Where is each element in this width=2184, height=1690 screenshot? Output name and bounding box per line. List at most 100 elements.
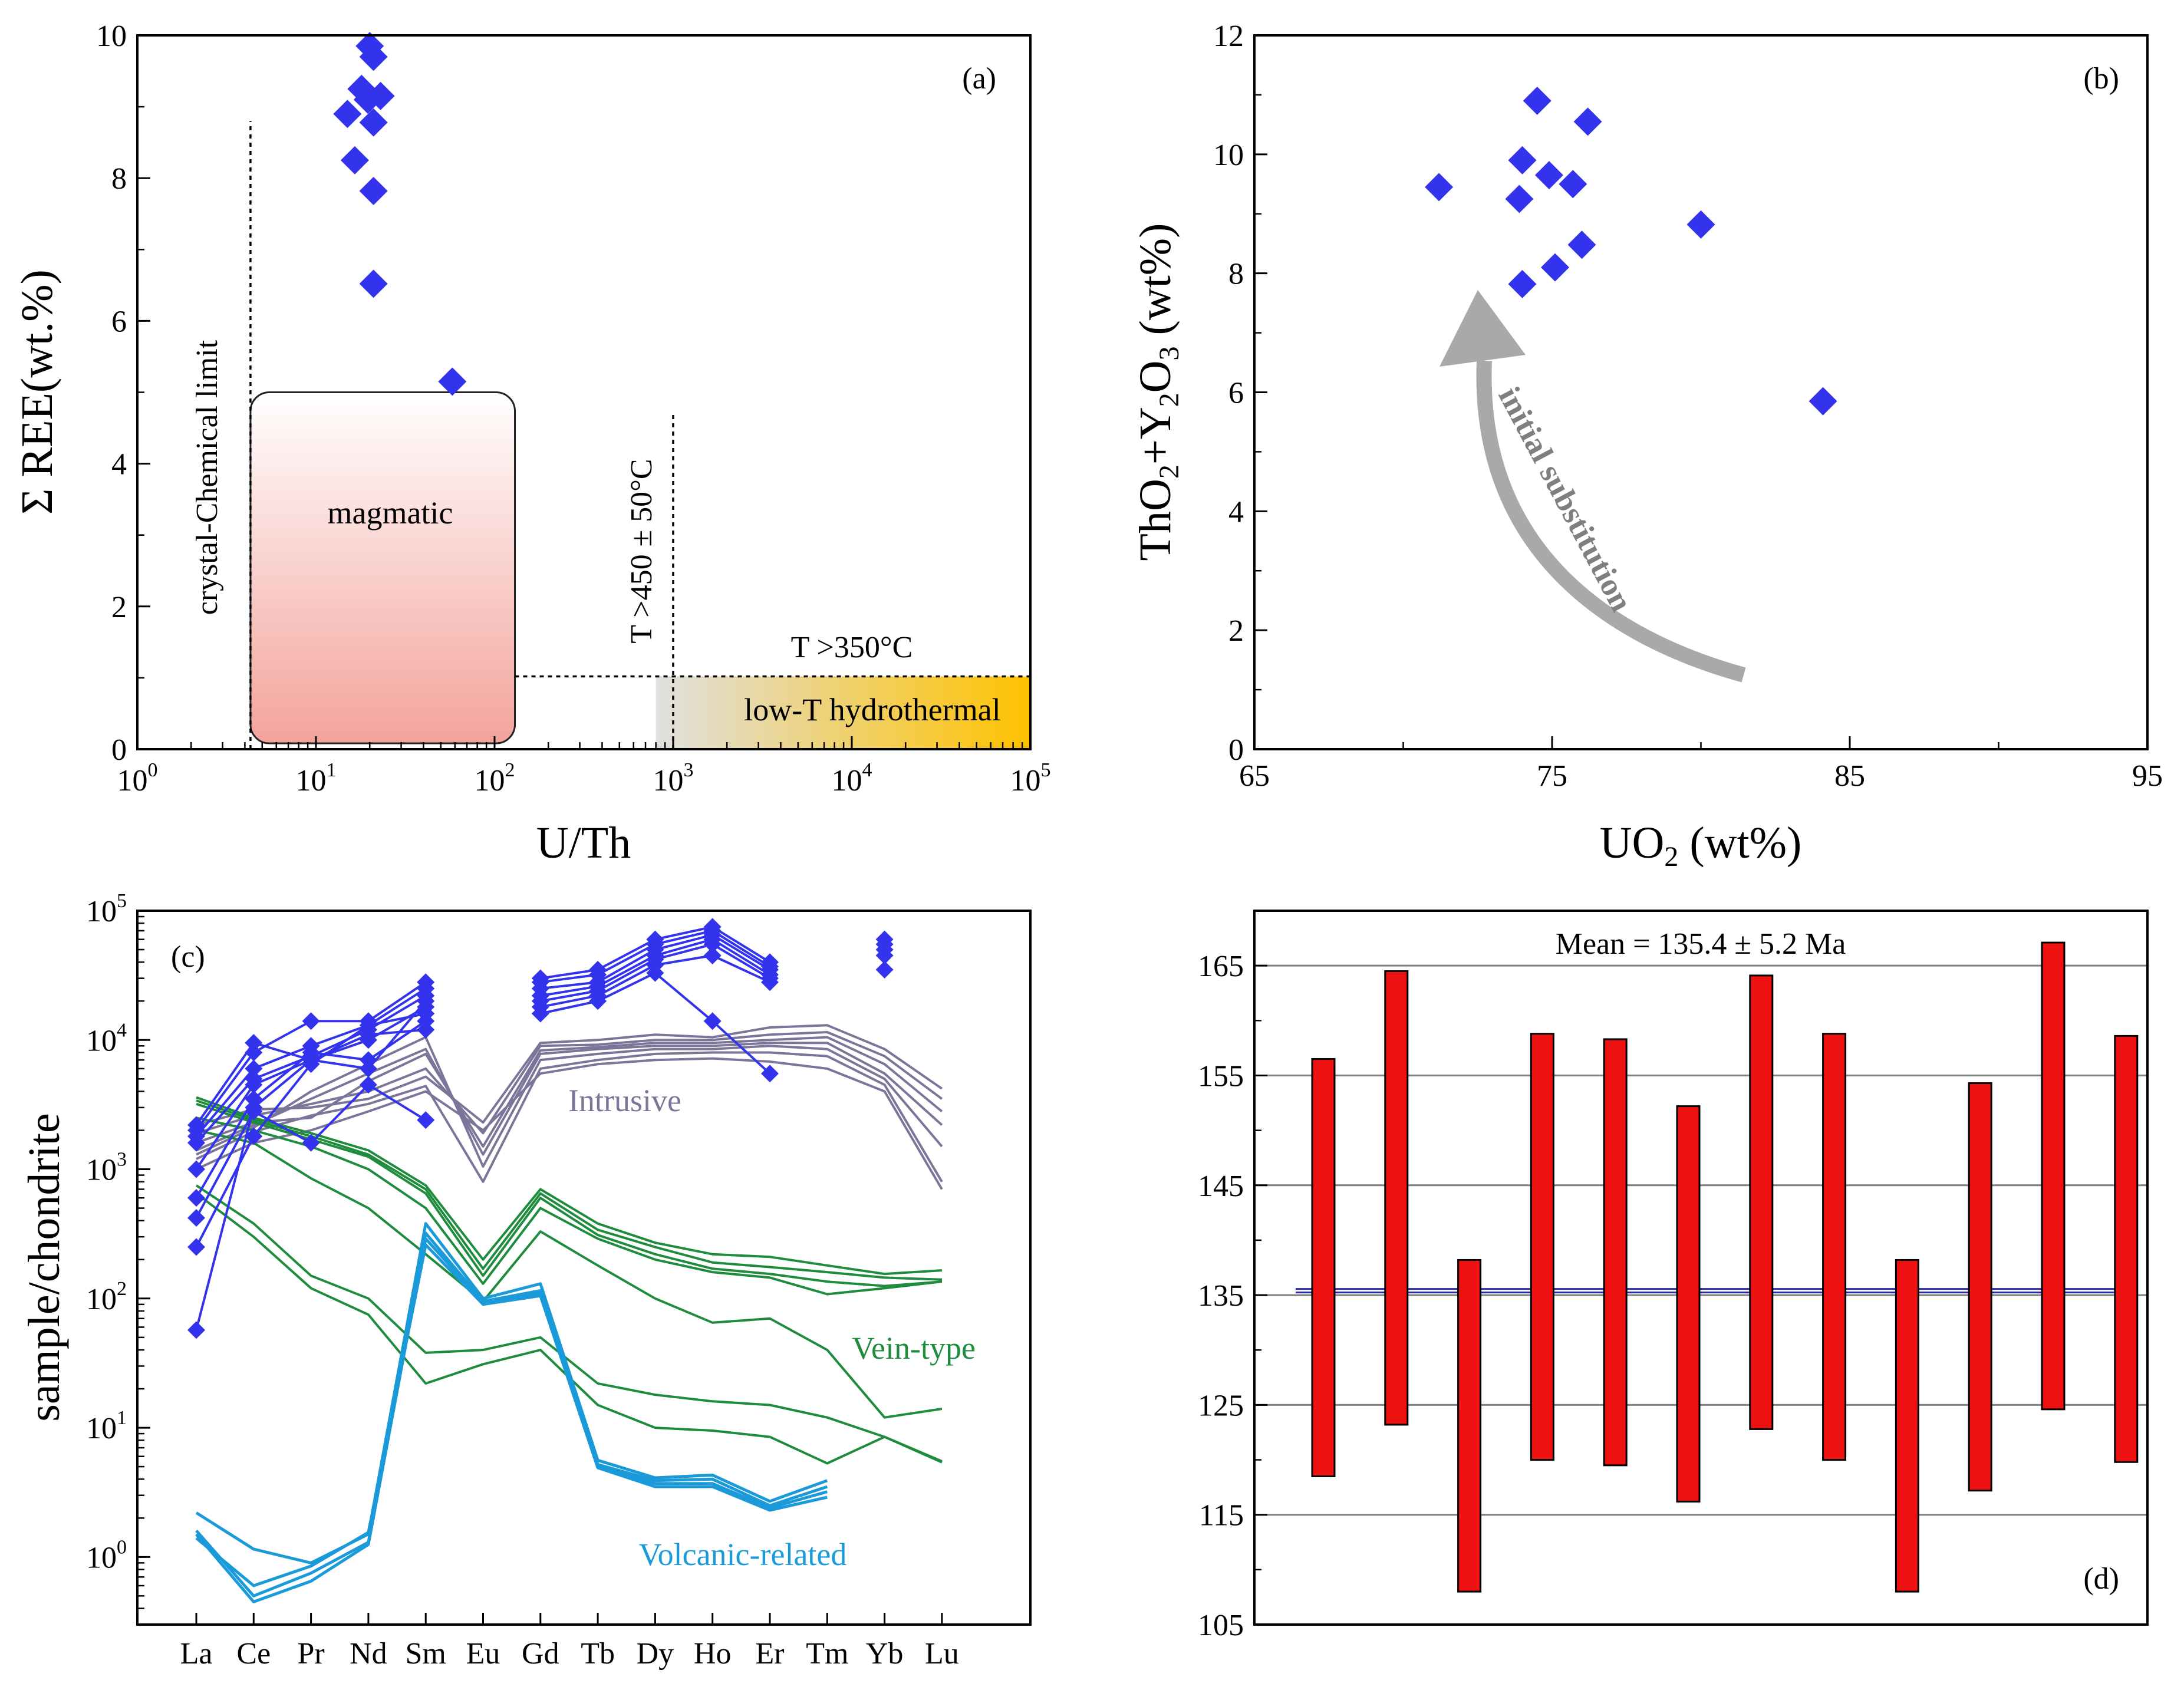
sample-point [417,1111,435,1129]
age-error-bar [1676,1105,1701,1503]
x-tick-label: Tb [581,1637,615,1671]
x-tick-label: Ho [694,1637,732,1671]
x-tick-label: Sm [406,1637,446,1671]
panel-a-xlabel: U/Th [536,818,631,868]
panel-b-xlabel: UO2 (wt%) [1600,818,1802,872]
vein-type-series-line [196,1096,943,1276]
x-tick-label: 102 [475,759,515,798]
line-label-crystal-limit: crystal-Chemical limit [190,340,224,615]
data-point [359,269,388,298]
x-tick-label: 101 [296,759,337,798]
group-label-intrusive: Intrusive [568,1083,681,1118]
panel-b-frame [1253,34,2149,750]
data-point [1534,161,1563,190]
age-error-bar [1895,1259,1919,1593]
vein-type-series-line [195,1184,943,1462]
vein-type-series-line [195,1192,943,1465]
y-tick-label: 6 [111,305,127,338]
region-label-magmatic: magmatic [328,495,453,531]
panel-a-frame [136,34,1032,750]
x-tick-label: 100 [117,759,158,798]
arrow-head [1439,290,1526,367]
panel-d-title: Mean = 135.4 ± 5.2 Ma [1556,927,1846,961]
y-tick-label: 135 [1198,1279,1244,1313]
x-tick-label: Ce [236,1637,271,1671]
volcanic-related-series-line [195,1231,828,1597]
sample-point-yb [875,947,894,965]
panel-c-ylabel: sample/chondrite [19,1113,69,1421]
x-tick-label: 104 [832,759,872,798]
sample-point [359,1016,377,1035]
sample-point [302,1012,320,1030]
intrusive-series-line [196,1042,943,1156]
y-tick-label: 0 [1228,733,1244,767]
region-hydrothermal [655,676,1030,749]
y-tick-label: 2 [111,591,127,624]
data-point [333,100,362,129]
age-error-bar [1822,1033,1847,1461]
sample-point [302,1134,320,1152]
y-tick-label: 101 [86,1407,127,1445]
panel-d-label: (d) [2083,1562,2119,1596]
sample-point [703,1012,722,1030]
sample-point [761,973,779,991]
samples-series-line [195,925,771,1126]
volcanic-related-series-line [195,1222,828,1564]
y-tick-label: 145 [1198,1170,1244,1203]
x-tick-label: 85 [1834,759,1865,793]
age-error-bar [1530,1033,1554,1461]
intrusive-series-line [196,1036,943,1168]
vein-type-series-line [196,1129,943,1419]
x-tick-label: Lu [925,1637,959,1671]
y-tick-label: 0 [111,733,127,767]
sample-point [187,1209,205,1227]
data-point [1559,170,1587,199]
intrusive-series-line [196,1024,943,1126]
data-point [353,85,382,114]
line-label-t450: T >450 ± 50°C [625,459,658,643]
sample-point [703,935,722,953]
y-tick-label: 10 [1213,139,1244,172]
sample-point [245,1127,263,1145]
intrusive-series-line [196,1057,943,1190]
vein-type-series-line [196,1099,942,1281]
region-magmatic [249,391,516,744]
vein-type-series-line [196,1116,943,1296]
sample-point [187,1189,205,1207]
sample-point [187,1134,205,1152]
data-point [359,42,388,71]
x-tick-label: Er [755,1637,784,1671]
intrusive-series-line [196,1036,943,1148]
group-label-vein: Vein-type [852,1330,976,1366]
intrusive-series-line [196,1051,943,1183]
y-tick-label: 115 [1199,1499,1244,1533]
arrow-shaft [1476,360,1746,683]
y-tick-label: 12 [1213,19,1244,53]
intrusive-series-line [196,1031,943,1135]
y-tick-label: 105 [86,890,127,928]
sample-point [589,992,607,1010]
x-tick-label: Yb [866,1637,904,1671]
data-point [359,108,388,137]
y-tick-label: 103 [86,1149,127,1187]
panel-c-chart: La Ce Pr Nd Sm Eu Gd Tb Dy Ho Er Tm Yb Lu 100 101 102 103… [19,890,1032,1671]
age-error-bar [2114,1035,2139,1463]
data-point [340,146,369,174]
x-tick-label: 103 [653,759,694,798]
data-point [359,176,388,205]
panel-b-chart: 65 75 85 95 0 2 4 6 8 10 12 (b) UO2 (wt%) ThO2+Y2O… [1131,19,2163,872]
y-tick-label: 8 [1228,258,1244,291]
sample-point-yb [875,960,894,979]
data-point [1567,230,1596,259]
sample-point [417,1004,435,1023]
x-tick-label: La [180,1637,213,1671]
sample-point [187,1238,205,1256]
x-tick-label: Nd [350,1637,387,1671]
sample-point [646,964,664,982]
volcanic-related-series-line [195,1243,828,1587]
x-tick-label: Eu [466,1637,500,1671]
y-tick-label: 4 [111,448,127,482]
panel-a-label: (a) [962,62,996,95]
sample-point [359,1076,377,1094]
